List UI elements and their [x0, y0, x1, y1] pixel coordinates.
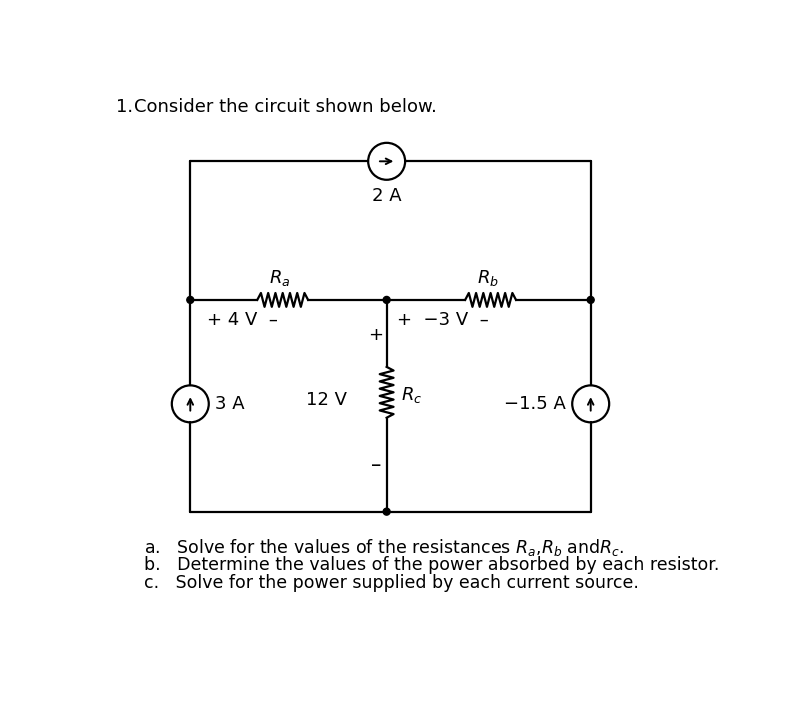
Text: 3 A: 3 A [215, 395, 244, 413]
Text: $R_c$: $R_c$ [401, 386, 422, 406]
Text: 12 V: 12 V [306, 391, 346, 409]
Text: $R_a$: $R_a$ [269, 267, 290, 288]
Text: +: + [369, 325, 383, 344]
Text: –: – [371, 455, 381, 476]
Text: Consider the circuit shown below.: Consider the circuit shown below. [134, 98, 437, 116]
Circle shape [587, 296, 595, 303]
Text: −1.5 A: −1.5 A [504, 395, 566, 413]
Text: 2 A: 2 A [372, 187, 401, 206]
Text: c.   Solve for the power supplied by each current source.: c. Solve for the power supplied by each … [144, 574, 639, 592]
Text: b.   Determine the values of the power absorbed by each resistor.: b. Determine the values of the power abs… [144, 556, 720, 574]
Text: 1.: 1. [116, 98, 132, 116]
Circle shape [383, 508, 390, 515]
Circle shape [187, 296, 194, 303]
Circle shape [383, 296, 390, 303]
Text: $R_b$: $R_b$ [476, 267, 499, 288]
Text: +  −3 V  –: + −3 V – [397, 311, 489, 329]
Text: + 4 V  –: + 4 V – [207, 311, 279, 329]
Text: a.   Solve for the values of the resistances $R_a$,$R_b$ and$R_c$.: a. Solve for the values of the resistanc… [144, 537, 625, 558]
